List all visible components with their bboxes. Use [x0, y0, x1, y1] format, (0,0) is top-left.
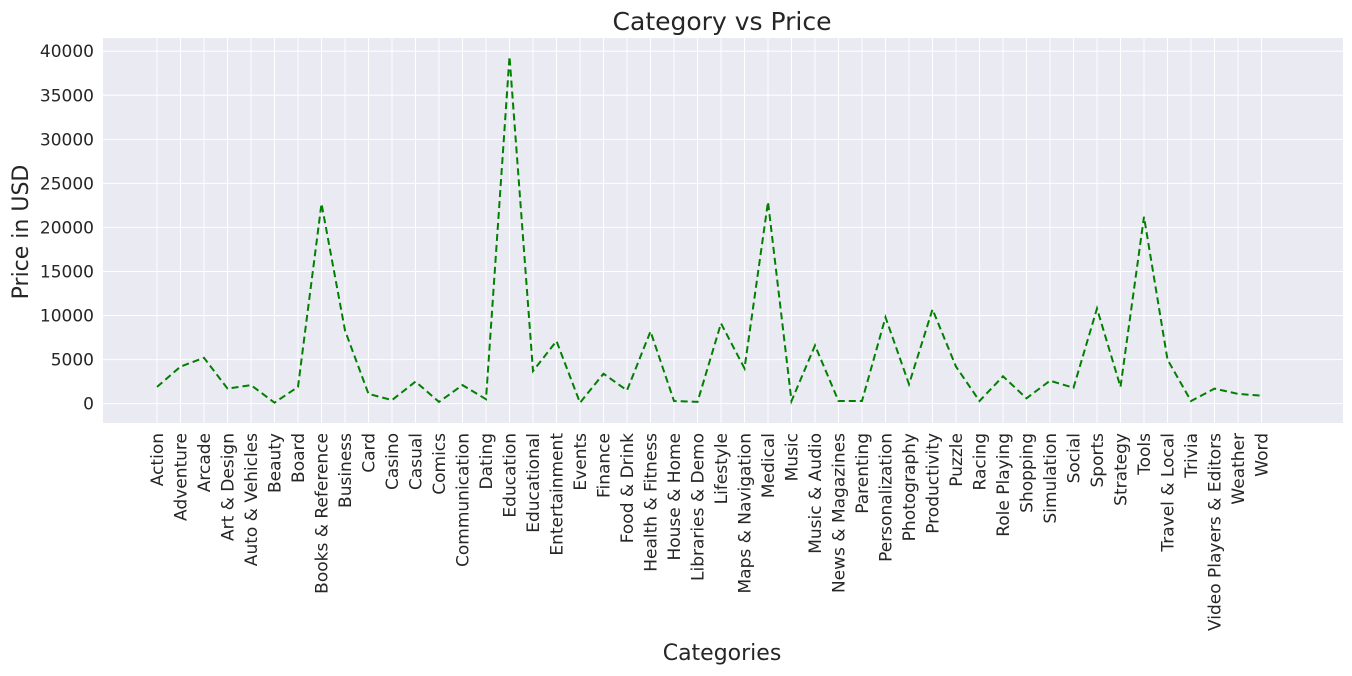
x-tick-label: Auto & Vehicles: [242, 433, 262, 566]
y-tick-label: 30000: [40, 130, 94, 150]
y-tick-label: 5000: [51, 351, 94, 371]
x-tick-label: House & Home: [665, 433, 685, 561]
y-tick-label: 25000: [40, 174, 94, 194]
x-tick-label: Food & Drink: [618, 433, 638, 543]
x-tick-label: Business: [336, 433, 356, 508]
x-tick-label: Music: [783, 433, 803, 481]
x-tick-label: Puzzle: [947, 433, 967, 487]
x-tick-label: Strategy: [1112, 433, 1132, 506]
y-tick-label: 35000: [40, 86, 94, 106]
x-tick-label: News & Magazines: [830, 433, 850, 593]
plot-area: [103, 38, 1343, 423]
x-tick-label: Art & Design: [219, 433, 239, 541]
x-tick-label: Books & Reference: [313, 433, 333, 594]
x-axis-label: Categories: [663, 641, 782, 666]
x-tick-label: Entertainment: [548, 433, 568, 556]
price-line: [156, 56, 1262, 405]
grid-lines: [103, 38, 1343, 423]
x-tick-label: Casual: [407, 433, 427, 490]
x-tick-label: Word: [1253, 433, 1273, 477]
x-tick-label: Finance: [595, 433, 615, 498]
y-tick-label: 15000: [40, 262, 94, 282]
x-tick-label: Productivity: [924, 433, 944, 534]
x-tick-label: Travel & Local: [1159, 433, 1179, 553]
x-tick-label: Casino: [383, 433, 403, 490]
x-tick-label: Adventure: [172, 433, 192, 521]
x-tick-label: Parenting: [853, 433, 873, 514]
x-tick-label: Action: [148, 433, 168, 486]
y-axis-ticks: 0 5000 10000 15000 20000 25000 30000 35000 40000: [40, 42, 94, 414]
x-tick-label: Maps & Navigation: [736, 433, 756, 594]
x-tick-label: Lifestyle: [712, 433, 732, 504]
x-tick-label: Simulation: [1041, 433, 1061, 524]
x-tick-label: Arcade: [195, 433, 215, 492]
y-tick-label: 10000: [40, 307, 94, 327]
x-tick-label: Role Playing: [994, 433, 1014, 537]
x-axis-ticks: Action Adventure Arcade Art & Design Auto & …: [148, 433, 1273, 631]
x-tick-label: Educational: [524, 433, 544, 533]
x-tick-label: Trivia: [1182, 433, 1202, 479]
x-tick-label: Social: [1065, 433, 1085, 483]
y-tick-label: 40000: [40, 42, 94, 62]
x-tick-label: Events: [571, 433, 591, 491]
x-tick-label: Libraries & Demo: [689, 433, 709, 581]
x-tick-label: Shopping: [1018, 433, 1038, 513]
x-tick-label: Tools: [1135, 433, 1155, 476]
x-tick-label: Photography: [900, 433, 920, 541]
chart-title: Category vs Price: [613, 7, 832, 36]
x-tick-label: Sports: [1088, 433, 1108, 488]
x-tick-label: Dating: [477, 433, 497, 489]
x-tick-label: Board: [289, 433, 309, 483]
x-tick-label: Weather: [1229, 433, 1249, 505]
y-axis-label: Price in USD: [9, 165, 34, 300]
x-tick-label: Communication: [454, 433, 474, 567]
y-tick-label: 0: [83, 395, 94, 415]
x-tick-label: Racing: [971, 433, 991, 491]
x-tick-label: Card: [360, 433, 380, 473]
x-tick-label: Beauty: [266, 433, 286, 493]
x-tick-label: Medical: [759, 433, 779, 498]
x-tick-label: Music & Audio: [806, 433, 826, 554]
x-tick-label: Education: [501, 433, 521, 518]
x-tick-label: Comics: [430, 433, 450, 495]
x-tick-label: Personalization: [877, 433, 897, 562]
x-tick-label: Health & Fitness: [642, 433, 662, 572]
y-tick-label: 20000: [40, 218, 94, 238]
x-tick-label: Video Players & Editors: [1206, 433, 1226, 631]
